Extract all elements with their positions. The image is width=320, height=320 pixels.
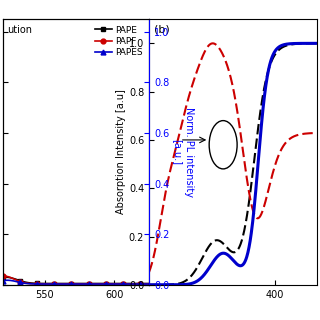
Text: ution: ution bbox=[8, 25, 33, 35]
Legend: PAPE, PAPF, PAPES: PAPE, PAPF, PAPES bbox=[93, 24, 145, 59]
Text: (b): (b) bbox=[154, 25, 170, 35]
Y-axis label: Norm. PL intensity
[a.u.]: Norm. PL intensity [a.u.] bbox=[172, 107, 194, 197]
Y-axis label: Absorption Intensity [a.u]: Absorption Intensity [a.u] bbox=[116, 90, 126, 214]
